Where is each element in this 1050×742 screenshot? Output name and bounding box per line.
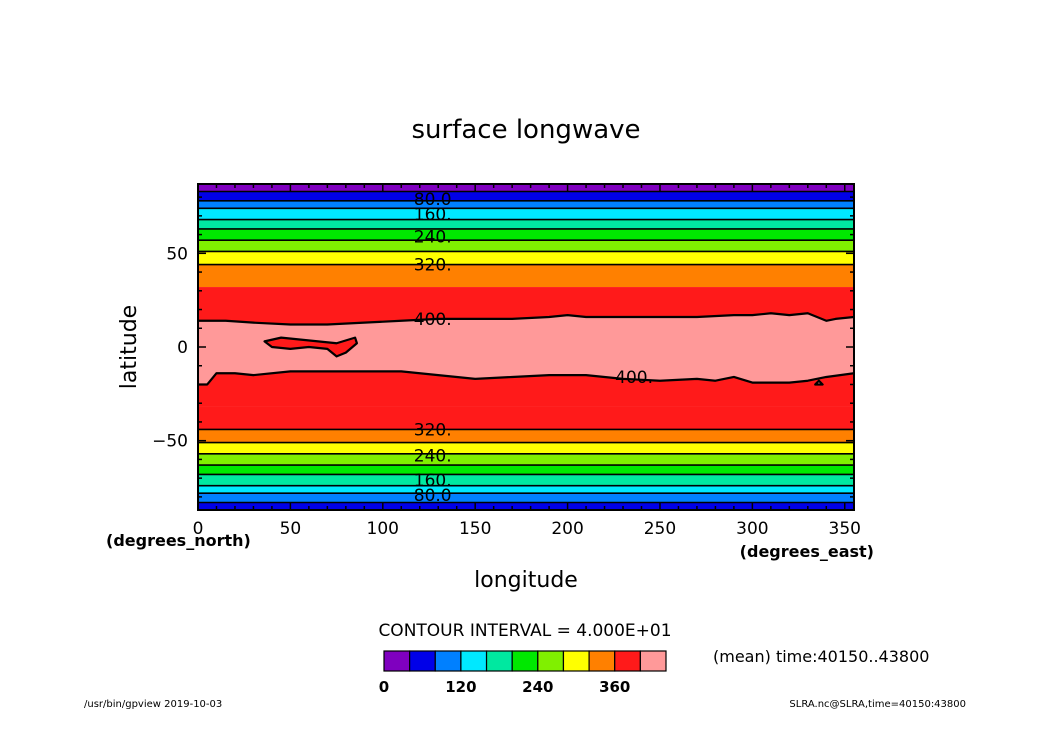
contour-label-6: 320. xyxy=(414,420,452,440)
contour-label-7: 240. xyxy=(414,447,452,467)
band-200-5 xyxy=(198,228,854,241)
chart-title: surface longwave xyxy=(411,115,640,145)
band-160-4 xyxy=(198,219,854,229)
colorbar-swatch-120 xyxy=(460,650,488,672)
colorbar-label-360: 360 xyxy=(599,678,630,696)
band-240-14 xyxy=(198,453,854,466)
band-200-15 xyxy=(198,465,854,475)
contour-interval-text: CONTOUR INTERVAL = 4.000E+01 xyxy=(378,621,671,641)
band-0-0 xyxy=(198,184,854,192)
x-tick-label-0: 0 xyxy=(193,519,204,539)
contour-400-south xyxy=(198,370,854,386)
x-tick-label-50: 50 xyxy=(280,519,302,539)
x-tick-label-300: 300 xyxy=(736,519,768,539)
colorbar-swatch-400 xyxy=(639,650,667,672)
footer-left: /usr/bin/gpview 2019-10-03 xyxy=(84,699,222,710)
x-axis-units: (degrees_east) xyxy=(740,542,874,561)
colorbar-swatch-240 xyxy=(537,650,565,672)
colorbar-labels: 0 120 240 360 xyxy=(379,678,631,696)
y-tick-labels: 50 0 −50 xyxy=(152,244,188,451)
contour-label-5: 400. xyxy=(615,368,653,388)
contour-label-4: 400. xyxy=(414,310,452,330)
colorbar-label-240: 240 xyxy=(522,678,553,696)
contour-label-3: 320. xyxy=(414,256,452,276)
contour-label-9: 80.0 xyxy=(414,486,452,506)
filled-contour-bands xyxy=(198,184,854,510)
band-80-2 xyxy=(198,200,854,209)
colorbar-swatch-160 xyxy=(485,650,513,672)
colorbar-label-0: 0 xyxy=(379,678,389,696)
colorbar-swatch-360 xyxy=(614,650,641,672)
y-tick-label-1: 0 xyxy=(177,338,188,358)
y-axis-label: latitude xyxy=(117,305,142,389)
band-120-17 xyxy=(198,485,854,494)
band-240-6 xyxy=(198,240,854,252)
x-tick-label-250: 250 xyxy=(644,519,676,539)
colorbar-swatch-280 xyxy=(562,650,590,672)
x-tick-labels: 0 50 100 150 200 250 300 350 xyxy=(193,519,861,539)
band-80-18 xyxy=(198,493,854,503)
colorbar xyxy=(383,650,667,672)
band-320-8 xyxy=(198,264,854,288)
x-tick-label-100: 100 xyxy=(367,519,399,539)
contour-lines xyxy=(198,190,854,504)
band-280-13 xyxy=(198,442,854,454)
colorbar-swatch-40 xyxy=(409,650,436,672)
axis-ticks xyxy=(197,184,854,510)
y-axis-units: (degrees_north) xyxy=(106,531,251,550)
band-320-12 xyxy=(198,429,854,443)
colorbar-label-120: 120 xyxy=(445,678,476,696)
band-360-11 xyxy=(198,406,854,430)
y-tick-label-2: −50 xyxy=(152,432,188,452)
band-280-7 xyxy=(198,251,854,265)
contour-label-1: 160. xyxy=(414,205,452,225)
colorbar-swatch-200 xyxy=(511,650,539,672)
band-40-19 xyxy=(198,502,854,510)
colorbar-swatch-0 xyxy=(383,650,411,672)
contour-label-8: 160. xyxy=(414,471,452,491)
colorbar-swatch-80 xyxy=(434,650,462,672)
band-160-16 xyxy=(198,474,854,486)
contour-400-small-island xyxy=(814,379,824,386)
time-note: (mean) time:40150..43800 xyxy=(713,647,929,666)
contour-400-north xyxy=(198,312,854,326)
x-tick-label-150: 150 xyxy=(459,519,491,539)
x-axis-label: longitude xyxy=(474,568,578,593)
band-120-3 xyxy=(198,208,854,220)
contour-400-island xyxy=(263,336,359,358)
contour-label-0: 80.0 xyxy=(414,190,452,210)
x-tick-label-350: 350 xyxy=(829,519,861,539)
colorbar-swatch-320 xyxy=(588,650,616,672)
band-400-region xyxy=(198,313,854,385)
band-40-1 xyxy=(198,191,854,201)
y-tick-label-0: 50 xyxy=(166,244,188,264)
footer-right: SLRA.nc@SLRA,time=40150:43800 xyxy=(789,699,966,710)
contour-label-2: 240. xyxy=(414,227,452,247)
x-tick-label-200: 200 xyxy=(551,519,583,539)
